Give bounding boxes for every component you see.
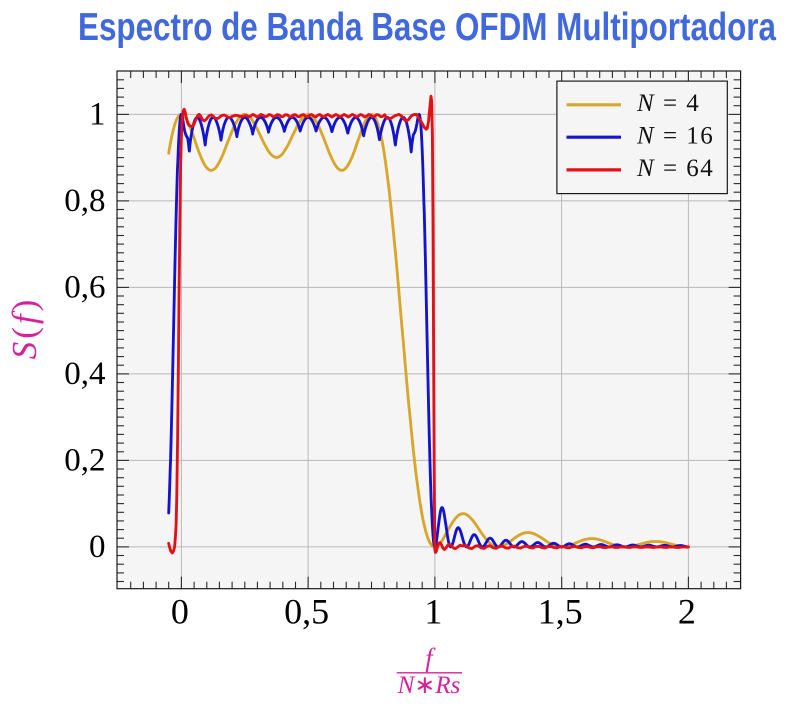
- svg-text:0,2: 0,2: [64, 443, 105, 479]
- svg-text:N = 16: N = 16: [636, 122, 714, 149]
- svg-text:S(f): S(f): [5, 297, 44, 360]
- svg-text:N = 64: N = 64: [636, 155, 714, 182]
- svg-text:1,5: 1,5: [538, 592, 583, 632]
- svg-text:N∗Rs: N∗Rs: [397, 672, 461, 699]
- svg-text:0,5: 0,5: [284, 592, 329, 632]
- svg-text:Espectro de Banda Base OFDM Mu: Espectro de Banda Base OFDM Multiportado…: [78, 6, 776, 49]
- svg-text:2: 2: [678, 592, 696, 632]
- svg-text:0: 0: [89, 529, 106, 565]
- svg-text:N = 4: N = 4: [636, 90, 700, 117]
- svg-text:0,6: 0,6: [64, 270, 105, 306]
- svg-text:1: 1: [89, 97, 106, 133]
- svg-text:0: 0: [171, 592, 189, 632]
- svg-text:0,8: 0,8: [64, 183, 105, 219]
- svg-text:0,4: 0,4: [64, 356, 105, 392]
- svg-text:1: 1: [424, 592, 442, 632]
- svg-text:f: f: [425, 644, 436, 673]
